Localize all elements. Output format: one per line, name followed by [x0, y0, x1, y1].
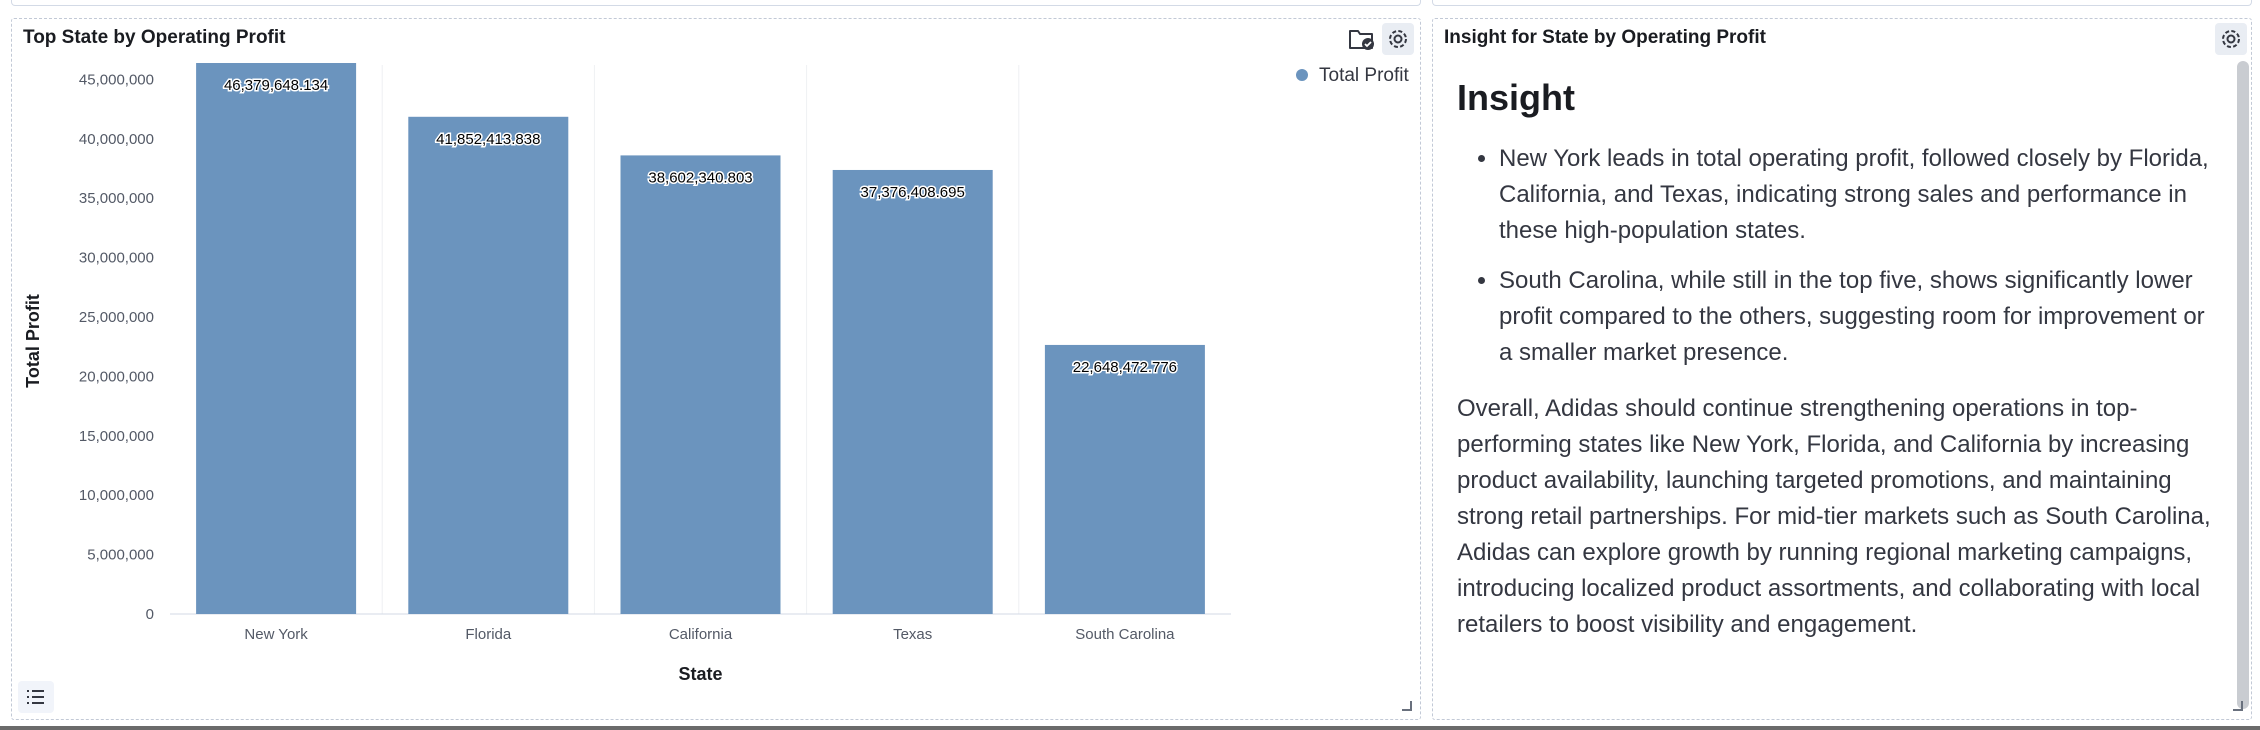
bar [620, 155, 781, 615]
insight-content: Insight New York leads in total operatin… [1457, 77, 2211, 643]
insight-bullet: South Carolina, while still in the top f… [1499, 263, 2211, 371]
y-tick-label: 45,000,000 [79, 71, 154, 88]
y-tick-label: 20,000,000 [79, 368, 154, 385]
list-icon[interactable] [18, 681, 54, 713]
x-tick-label: Florida [465, 626, 512, 643]
data-label: 37,376,408.695 [861, 184, 965, 201]
insight-panel: Insight for State by Operating Profit In… [1432, 18, 2252, 720]
folder-check-icon[interactable] [1346, 23, 1378, 55]
y-tick-label: 30,000,000 [79, 250, 154, 267]
x-tick-label: Texas [893, 626, 932, 643]
x-tick-label: South Carolina [1075, 626, 1175, 643]
legend-marker [1296, 69, 1308, 81]
data-label: 46,379,648.134 [224, 77, 328, 94]
insight-paragraph: Overall, Adidas should continue strength… [1457, 395, 2211, 638]
x-tick-label: New York [244, 626, 308, 643]
y-tick-label: 0 [146, 606, 154, 623]
window-bottom-edge [0, 726, 2260, 730]
gear-icon[interactable] [2215, 23, 2247, 55]
bar [1044, 344, 1205, 614]
bar [832, 169, 993, 614]
x-tick-label: California [669, 626, 733, 643]
data-label: 41,852,413.838 [436, 131, 540, 148]
previous-panel-edge-left [11, 0, 1421, 6]
x-axis-title: State [678, 664, 722, 684]
gear-icon[interactable] [1382, 23, 1414, 55]
chart-panel-title: Top State by Operating Profit [23, 27, 286, 48]
bar-chart: 0 5,000,000 10,000,000 15,000,000 20,000,000… [23, 63, 1409, 684]
chart-panel: Top State by Operating Profit 0 5,000,000… [11, 18, 1421, 720]
insight-panel-title: Insight for State by Operating Profit [1444, 27, 1766, 48]
y-tick-label: 5,000,000 [87, 547, 154, 564]
insight-bullet: New York leads in total operating profit… [1499, 141, 2211, 249]
insight-heading: Insight [1457, 77, 1575, 118]
y-tick-label: 25,000,000 [79, 309, 154, 326]
y-tick-label: 40,000,000 [79, 131, 154, 148]
data-label: 38,602,340.803 [648, 169, 752, 186]
y-tick-label: 10,000,000 [79, 487, 154, 504]
data-label: 22,648,472.776 [1073, 359, 1177, 376]
resize-handle[interactable] [2233, 701, 2243, 711]
bar [408, 116, 569, 614]
bar [196, 63, 357, 615]
y-axis-title: Total Profit [23, 294, 43, 388]
scrollbar[interactable] [2237, 61, 2249, 709]
resize-handle[interactable] [1402, 701, 1412, 711]
insight-bullet-list: New York leads in total operating profit… [1457, 141, 2211, 371]
y-tick-label: 35,000,000 [79, 190, 154, 207]
y-tick-label: 15,000,000 [79, 428, 154, 445]
previous-panel-edge-right [1432, 0, 2252, 6]
legend-label: Total Profit [1319, 65, 1409, 86]
